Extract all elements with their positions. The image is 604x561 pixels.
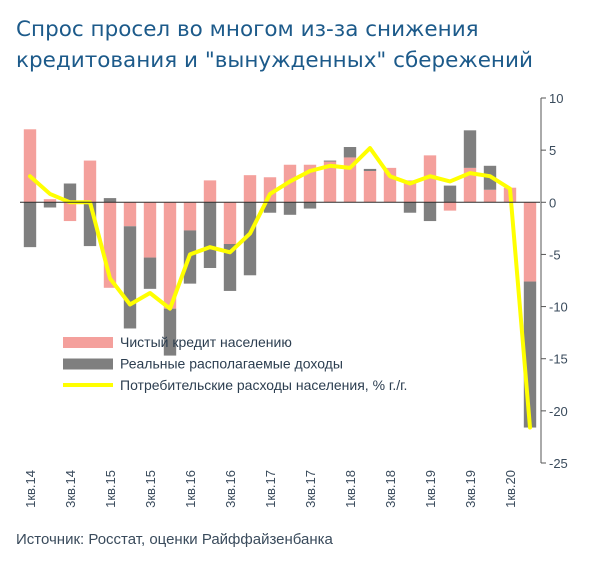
y-tick-label: 0 [549, 195, 556, 210]
income-bar [143, 257, 157, 289]
consumption-line [28, 146, 532, 430]
chart-title-line-1: Спрос просел во многом из-за снижения [16, 17, 479, 42]
credit-bar [243, 175, 257, 203]
legend-income-swatch [63, 358, 113, 370]
income-bar [403, 202, 417, 213]
legend-income-label: Реальные располагаемые доходы [120, 356, 343, 372]
x-tick-label: 1кв.20 [503, 470, 518, 508]
x-tick-label: 1кв.16 [183, 470, 198, 508]
credit-bar [363, 171, 377, 203]
axes: 10 5 0 -5 -10 -15 -20 -25 1кв.14 3кв.14 1кв.15 3кв.… [20, 91, 568, 508]
income-bar [323, 160, 337, 162]
income-bar [223, 244, 237, 291]
income-bar [63, 183, 77, 203]
y-tick-label: -5 [549, 247, 561, 262]
y-tick-label: -20 [549, 404, 568, 419]
chart-title: Спрос просел во многом из-за снижения кр… [16, 14, 596, 76]
x-tick-label: 3кв.17 [303, 470, 318, 508]
income-bar [443, 185, 457, 203]
legend: Чистый кредит населению Реальные располаг… [63, 334, 407, 393]
income-bar [243, 202, 257, 276]
x-tick-label: 3кв.14 [63, 470, 78, 508]
y-tick-label: -25 [549, 456, 568, 471]
line-layer [28, 146, 532, 430]
credit-bar [443, 202, 457, 211]
x-tick-label: 1кв.14 [23, 470, 38, 508]
credit-bar [323, 161, 337, 203]
x-tick-label: 1кв.17 [263, 470, 278, 508]
x-tick-label: 3кв.16 [223, 470, 238, 508]
y-tick-label: -15 [549, 352, 568, 367]
credit-bar [123, 202, 137, 227]
x-tick-label: 3кв.18 [383, 470, 398, 508]
credit-bar [163, 202, 177, 309]
x-tick-label: 1кв.18 [343, 470, 358, 508]
income-bar [263, 202, 277, 213]
y-tick-label: 10 [549, 91, 563, 106]
income-bar [23, 202, 37, 248]
credit-bar [83, 160, 97, 203]
income-bar [163, 308, 177, 356]
chart-title-line-2: кредитования и "вынужденных" сбережений [16, 48, 533, 73]
legend-credit-swatch [63, 337, 113, 348]
source-note: Источник: Росстат, оценки Райффайзенбанк… [16, 531, 333, 548]
x-tick-label: 3кв.15 [143, 470, 158, 508]
credit-bar [423, 155, 437, 203]
credit-bar [43, 199, 57, 203]
credit-bar [143, 202, 157, 258]
credit-bar [403, 180, 417, 203]
income-bar [343, 147, 357, 158]
income-bar [123, 226, 137, 329]
legend-consumption-label: Потребительские расходы населения, % г./… [120, 377, 407, 393]
credit-bar [23, 129, 37, 203]
income-bar [203, 202, 217, 268]
credit-bar [223, 202, 237, 244]
income-bar [283, 202, 297, 215]
x-tick-label: 1кв.15 [103, 470, 118, 508]
income-bar [363, 168, 377, 171]
income-bar [423, 202, 437, 222]
credit-bar [483, 189, 497, 203]
credit-bar [63, 202, 77, 222]
income-bar [103, 198, 117, 203]
income-bar [303, 202, 317, 209]
credit-bar [203, 180, 217, 203]
y-tick-label: -10 [549, 300, 568, 315]
legend-credit-label: Чистый кредит населению [120, 334, 292, 350]
x-tick-label: 3кв.19 [463, 470, 478, 508]
y-tick-label: 5 [549, 143, 556, 158]
income-bar [463, 130, 477, 168]
x-tick-label: 1кв.19 [423, 470, 438, 508]
credit-bar [523, 202, 537, 282]
credit-bar [183, 202, 197, 231]
income-bar [43, 202, 57, 208]
